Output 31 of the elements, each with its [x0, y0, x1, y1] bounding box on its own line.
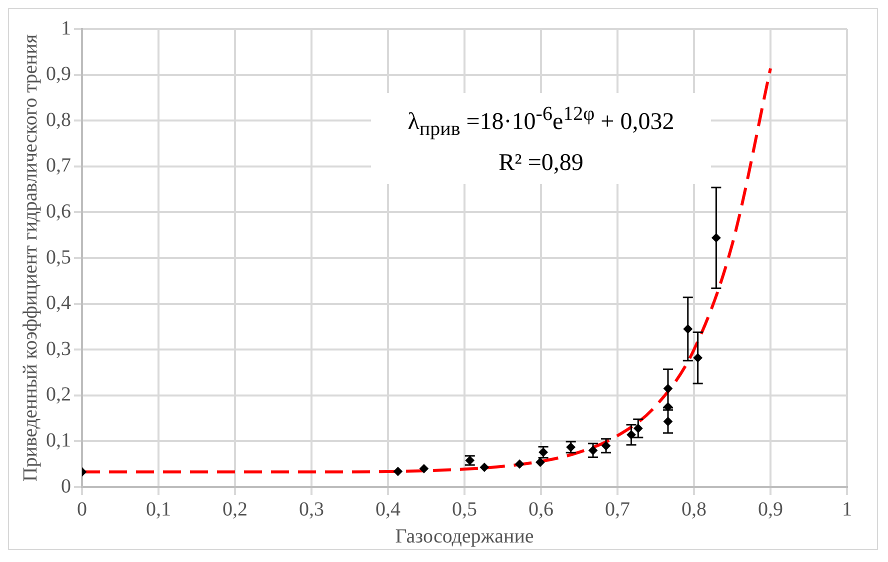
y-tick-label: 0,6 — [46, 200, 71, 222]
x-tick-label: 0,9 — [758, 498, 783, 520]
y-tick-label: 0,7 — [46, 154, 71, 177]
y-axis-title: Приведенный коэффициент гидравлического трения — [19, 34, 42, 482]
y-tick-label: 0,3 — [46, 338, 71, 360]
x-tick-label: 0,6 — [528, 498, 554, 520]
y-tick-label: 0,5 — [46, 246, 71, 268]
x-tick-label: 0,3 — [299, 498, 324, 520]
y-tick-label: 0,8 — [46, 108, 71, 131]
annotation: λ$_{прив}$ =18·10$^{-6}$e$^{12φ}$ + 0,032 — [406, 102, 676, 142]
x-tick-label: 0,4 — [376, 498, 400, 520]
x-tick-label: 0,5 — [452, 498, 477, 520]
y-tick-label: 1 — [61, 17, 71, 40]
point — [536, 458, 545, 467]
point — [480, 462, 489, 472]
x-tick-label: 0,8 — [682, 498, 706, 520]
x-tick-label: 0,7 — [605, 498, 630, 520]
y-tick-label: 0,1 — [46, 429, 71, 452]
y-tick-label: 0 — [61, 475, 71, 498]
x-tick-label: 0,2 — [222, 498, 248, 520]
x-tick-label: 1 — [842, 498, 852, 520]
point — [515, 460, 524, 469]
point — [393, 466, 402, 476]
x-tick-label: 0,1 — [146, 498, 171, 520]
y-tick-label: 0,4 — [46, 292, 71, 314]
y-tick-label: 0,9 — [46, 63, 71, 86]
annotation: R² =0,89 — [498, 148, 584, 178]
x-axis-title: Газосодержание — [395, 525, 534, 548]
point — [419, 464, 428, 474]
x-tick-label: 0 — [77, 498, 87, 520]
y-tick-label: 0,2 — [46, 384, 71, 406]
